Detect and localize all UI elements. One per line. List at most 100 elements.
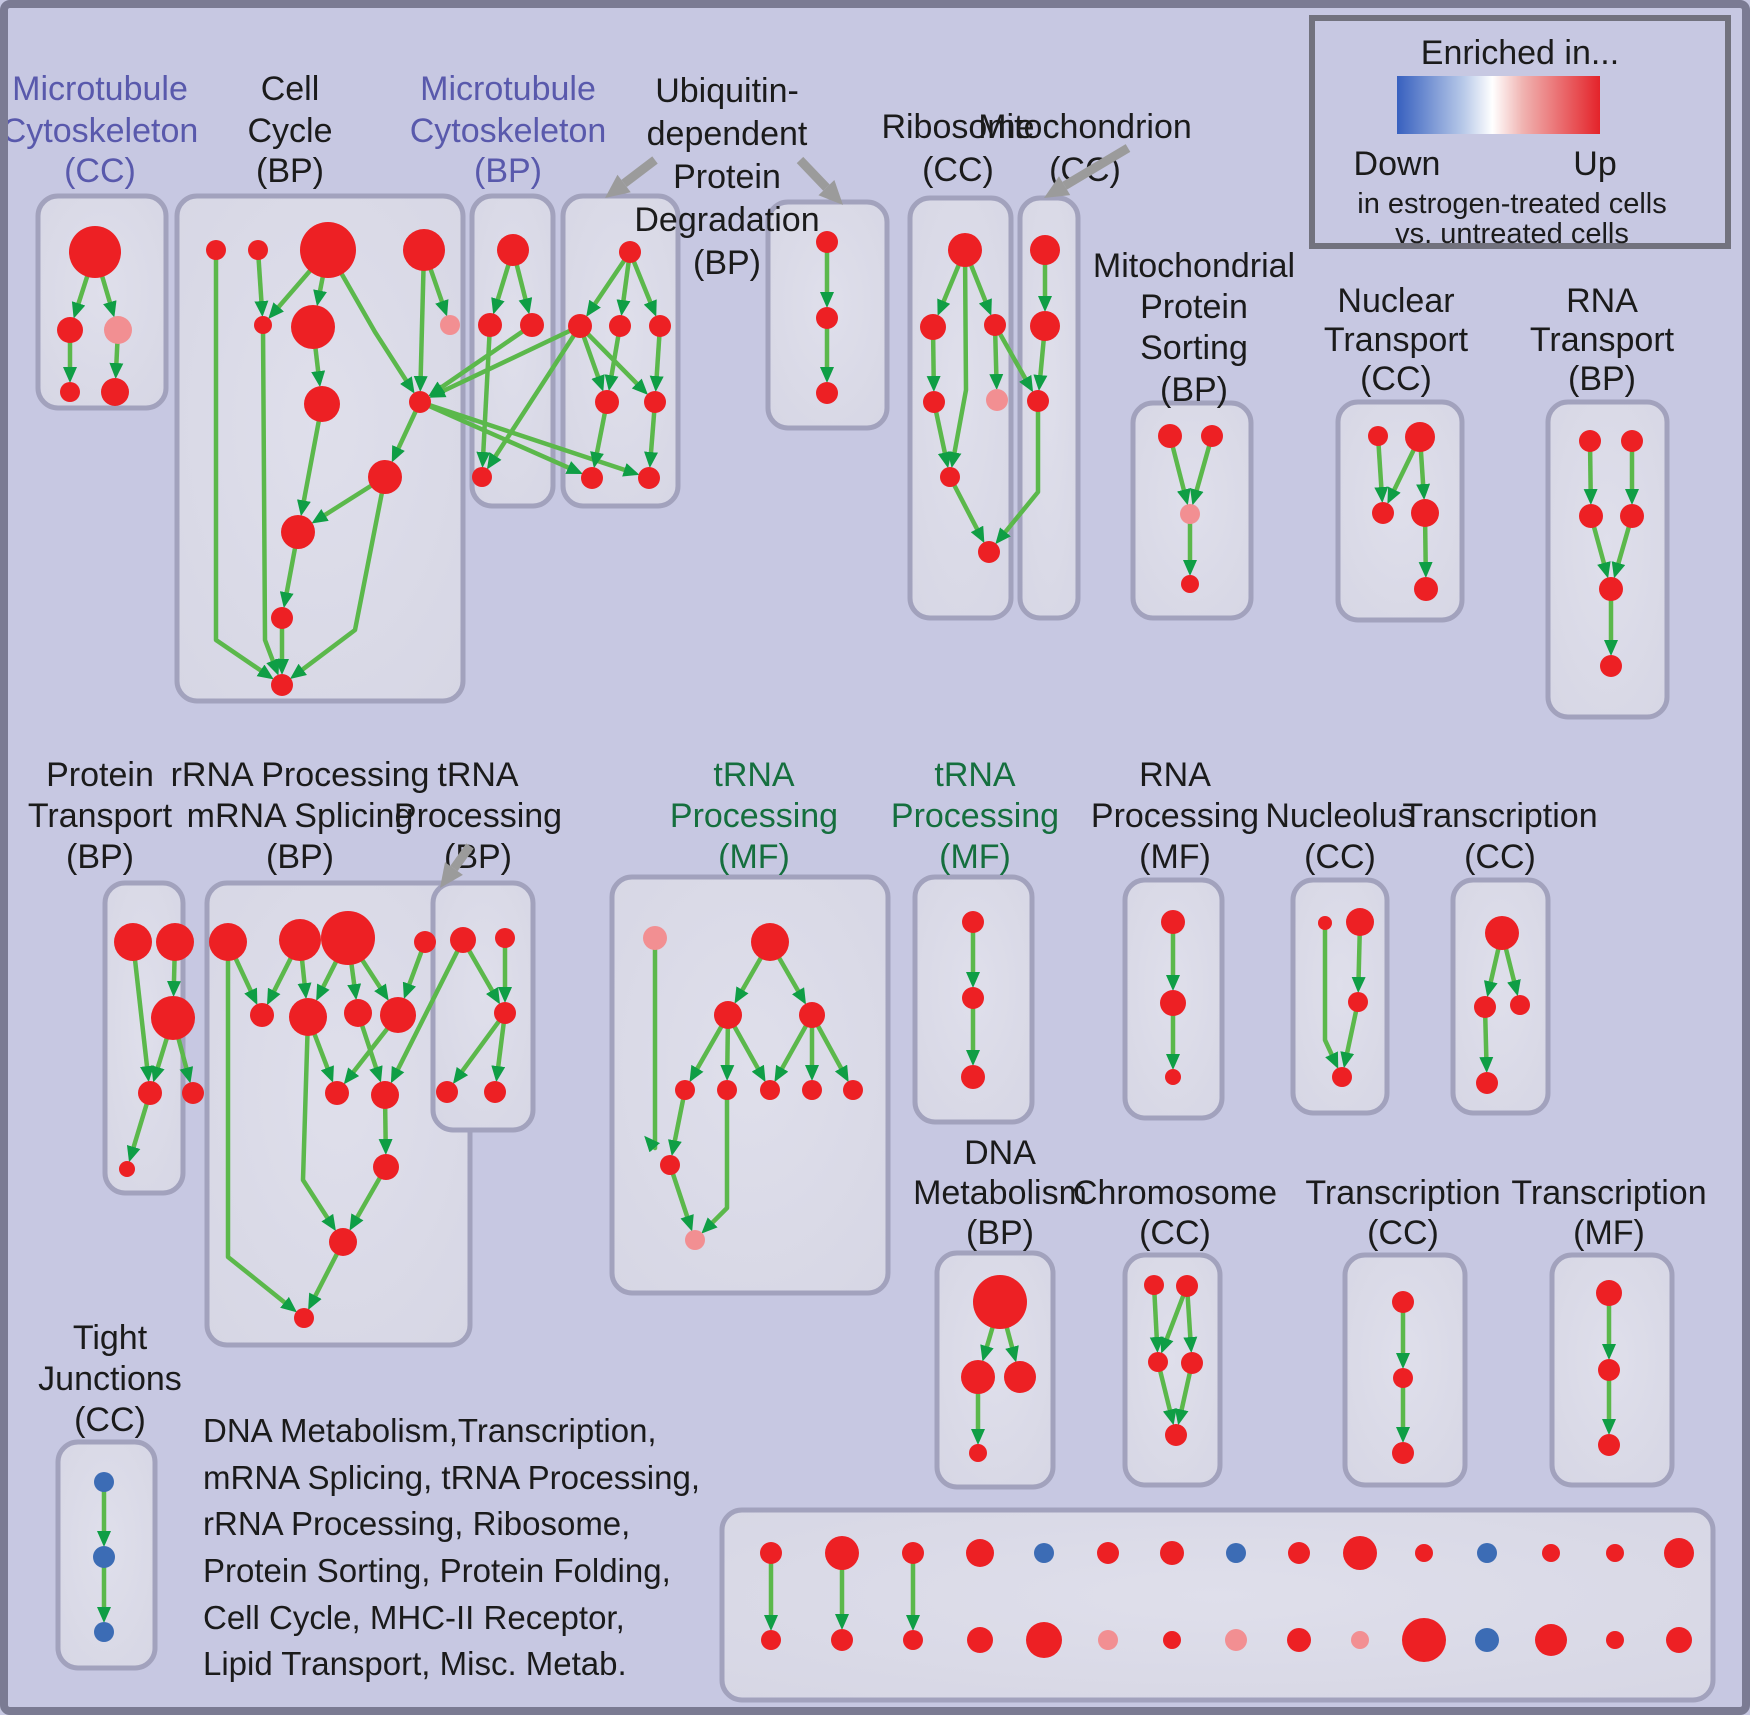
go-term-node xyxy=(1158,424,1182,448)
go-term-node xyxy=(581,467,603,489)
go-term-node xyxy=(209,923,247,961)
go-term-node xyxy=(279,919,321,961)
cluster-box-chr xyxy=(1122,1252,1223,1488)
go-term-node xyxy=(595,390,619,414)
go-term-node xyxy=(373,1154,399,1180)
enrichment-edge xyxy=(476,324,493,469)
go-term-node xyxy=(1098,1630,1118,1650)
go-term-node xyxy=(1405,422,1435,452)
go-term-node xyxy=(472,467,492,487)
go-term-node xyxy=(1666,1627,1692,1653)
go-term-node xyxy=(344,999,372,1027)
misc-groups-text: Cell Cycle, MHC-II Receptor, xyxy=(203,1599,625,1636)
go-term-node xyxy=(1535,1624,1567,1656)
go-term-node xyxy=(1027,390,1049,412)
go-term-node xyxy=(281,515,315,549)
cluster-label: Cell xyxy=(261,70,320,108)
cluster-label: Transport xyxy=(28,797,173,835)
go-term-node xyxy=(751,923,789,961)
go-term-node xyxy=(940,467,960,487)
go-term-node xyxy=(1542,1544,1560,1562)
go-term-node xyxy=(1606,1631,1624,1649)
go-term-node xyxy=(986,389,1008,411)
go-term-node xyxy=(816,231,838,253)
go-term-node xyxy=(649,315,671,337)
go-term-node xyxy=(478,313,502,337)
cluster-label: Transcription xyxy=(1402,797,1597,835)
enrichment-edge xyxy=(995,401,1041,545)
cluster-label: (BP) xyxy=(693,244,761,282)
go-term-node xyxy=(93,1546,115,1568)
go-term-node xyxy=(1477,1543,1497,1563)
enrichment-edge xyxy=(300,1016,336,1232)
cluster-label: Processing xyxy=(1091,797,1259,835)
callout-arrowhead-icon xyxy=(818,180,843,205)
cluster-label: (CC) xyxy=(1464,838,1536,876)
go-term-node xyxy=(761,1630,781,1650)
go-term-node xyxy=(294,1308,314,1328)
go-term-node xyxy=(1598,1434,1620,1456)
go-term-node xyxy=(1165,1424,1187,1446)
cluster-label: (BP) xyxy=(1160,371,1228,409)
cluster-label: rRNA Processing xyxy=(171,756,430,794)
cluster-label: (MF) xyxy=(939,838,1011,876)
cluster-label: Cytoskeleton xyxy=(2,112,199,150)
enrichment-edge xyxy=(578,324,648,395)
go-term-node xyxy=(923,391,945,413)
cluster-label: (MF) xyxy=(1139,838,1211,876)
go-term-node xyxy=(1411,499,1439,527)
go-term-node xyxy=(1201,425,1223,447)
cluster-label: Transcription xyxy=(1305,1174,1500,1212)
cluster-label: (CC) xyxy=(1360,360,1432,398)
go-term-node xyxy=(1606,1544,1624,1562)
callout-arrowhead-icon xyxy=(440,862,463,888)
go-term-node xyxy=(520,313,544,337)
misc-groups-text: DNA Metabolism,Transcription, xyxy=(203,1412,657,1449)
cluster-label: (CC) xyxy=(64,152,136,190)
cluster-box-bt xyxy=(719,1507,1716,1703)
go-term-node xyxy=(1392,1442,1414,1464)
cluster-label: dependent xyxy=(647,115,808,153)
cluster-box-mtbp xyxy=(469,193,556,509)
go-term-node xyxy=(962,911,984,933)
cluster-label: (CC) xyxy=(1367,1214,1439,1252)
cluster-label: mRNA Splicing xyxy=(187,797,414,835)
go-term-node xyxy=(643,926,667,950)
cluster-label: Cycle xyxy=(247,112,332,150)
cluster-label: Degradation xyxy=(634,201,819,239)
go-term-node xyxy=(1343,1536,1377,1570)
enrichment-edge xyxy=(326,248,415,394)
cluster-label: Junctions xyxy=(38,1360,182,1398)
cluster-box-rnat xyxy=(1545,399,1670,720)
go-term-node xyxy=(1620,504,1644,528)
cluster-label: (BP) xyxy=(966,1214,1034,1252)
cluster-label: (CC) xyxy=(922,151,994,189)
cluster-label: Mitochondrion xyxy=(978,108,1192,146)
go-term-node xyxy=(254,316,272,334)
cluster-label: Sorting xyxy=(1140,329,1248,367)
go-term-node xyxy=(619,241,641,263)
go-term-node xyxy=(962,987,984,1009)
cluster-label: (CC) xyxy=(1139,1214,1211,1252)
go-term-node xyxy=(1346,908,1374,936)
go-term-node xyxy=(843,1080,863,1100)
enrichment-edge xyxy=(701,1090,730,1234)
cluster-label: Chromosome xyxy=(1073,1174,1277,1212)
go-term-node xyxy=(1664,1538,1694,1568)
go-term-node xyxy=(1181,1352,1203,1374)
cluster-label: Processing xyxy=(891,797,1059,835)
cluster-label: Tight xyxy=(73,1319,148,1357)
cluster-box-ub1 xyxy=(560,193,681,509)
go-term-node xyxy=(271,607,293,629)
legend-title: Enriched in... xyxy=(1421,34,1619,72)
go-term-node xyxy=(1004,1361,1036,1393)
go-term-node xyxy=(1621,430,1643,452)
labels-layer: MicrotubuleCytoskeleton(CC)CellCycle(BP)… xyxy=(2,15,1731,1682)
go-term-node xyxy=(1034,1543,1054,1563)
nodes-layer xyxy=(57,222,1694,1662)
go-term-node xyxy=(1392,1291,1414,1313)
go-term-node xyxy=(644,391,666,413)
go-term-node xyxy=(760,1542,782,1564)
legend-up-label: Up xyxy=(1573,145,1616,183)
go-term-node xyxy=(300,222,356,278)
